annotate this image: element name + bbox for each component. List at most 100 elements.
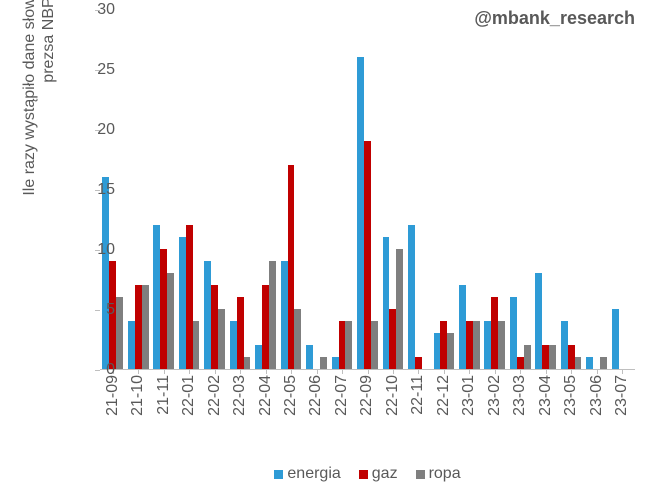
bar-gaz (160, 249, 167, 369)
x-tick-label: 23-03 (508, 375, 533, 455)
x-tick-mark (164, 369, 165, 374)
bar-gaz (491, 297, 498, 369)
x-tick-label: 23-04 (533, 375, 558, 455)
y-tick-label: 25 (75, 61, 115, 79)
plot-area (100, 10, 635, 370)
bar-ropa (142, 285, 149, 369)
bar-group (278, 10, 303, 369)
bar-group (457, 10, 482, 369)
bar-group (558, 10, 583, 369)
bar-gaz (389, 309, 396, 369)
x-tick-label: 21-10 (125, 375, 150, 455)
legend-item-gaz: gaz (359, 465, 398, 483)
bar-ropa (524, 345, 531, 369)
y-tick-label: 20 (75, 121, 115, 139)
bar-energia (510, 297, 517, 369)
x-tick-mark (393, 369, 394, 374)
x-tick-label: 22-01 (176, 375, 201, 455)
x-tick-mark (622, 369, 623, 374)
bar-group (482, 10, 507, 369)
bar-gaz (517, 357, 524, 369)
bar-gaz (186, 225, 193, 369)
bar-gaz (364, 141, 371, 369)
x-tick-label: 23-02 (482, 375, 507, 455)
chart-container: @mbank_research Ile razy wystąpiło dane … (0, 0, 655, 504)
bar-energia (128, 321, 135, 369)
bar-ropa (575, 357, 582, 369)
bar-group (355, 10, 380, 369)
x-tick-label: 22-04 (253, 375, 278, 455)
bar-energia (306, 345, 313, 369)
legend: energiagazropa (100, 465, 635, 483)
bar-group (176, 10, 201, 369)
bar-energia (332, 357, 339, 369)
x-tick-label: 22-07 (329, 375, 354, 455)
bar-energia (357, 57, 364, 369)
bar-group (380, 10, 405, 369)
bar-energia (484, 321, 491, 369)
bar-ropa (396, 249, 403, 369)
bar-group (125, 10, 150, 369)
bar-gaz (339, 321, 346, 369)
bar-gaz (568, 345, 575, 369)
bar-energia (612, 309, 619, 369)
bar-ropa (269, 261, 276, 369)
legend-swatch (416, 470, 425, 479)
x-tick-label: 22-05 (278, 375, 303, 455)
bar-energia (204, 261, 211, 369)
bars-row (100, 10, 635, 369)
bar-ropa (345, 321, 352, 369)
x-tick-label: 23-01 (457, 375, 482, 455)
x-tick-label: 23-06 (584, 375, 609, 455)
bar-group (253, 10, 278, 369)
x-tick-mark (546, 369, 547, 374)
bar-ropa (371, 321, 378, 369)
y-axis-title: Ile razy wystąpiło dane słowo na konfere… (20, 0, 58, 210)
bar-energia (408, 225, 415, 369)
bar-ropa (294, 309, 301, 369)
bar-ropa (116, 297, 123, 369)
x-tick-mark (291, 369, 292, 374)
x-tick-mark (342, 369, 343, 374)
bar-energia (383, 237, 390, 369)
bar-energia (281, 261, 288, 369)
bar-ropa (600, 357, 607, 369)
x-tick-label: 22-12 (431, 375, 456, 455)
bar-ropa (473, 321, 480, 369)
legend-label: gaz (372, 465, 398, 483)
x-tick-label: 22-09 (355, 375, 380, 455)
y-tick-label: 10 (75, 241, 115, 259)
x-tick-mark (215, 369, 216, 374)
bar-ropa (320, 357, 327, 369)
bar-gaz (135, 285, 142, 369)
x-tick-label: 22-03 (227, 375, 252, 455)
y-tick-label: 30 (75, 1, 115, 19)
x-tick-label: 22-10 (380, 375, 405, 455)
bar-group (329, 10, 354, 369)
bar-energia (434, 333, 441, 369)
bar-gaz (237, 297, 244, 369)
x-tick-mark (418, 369, 419, 374)
bar-ropa (167, 273, 174, 369)
x-tick-mark (240, 369, 241, 374)
x-tick-mark (317, 369, 318, 374)
bar-group (227, 10, 252, 369)
bar-gaz (288, 165, 295, 369)
x-tick-label: 22-02 (202, 375, 227, 455)
bar-group (304, 10, 329, 369)
bar-group (202, 10, 227, 369)
legend-item-energia: energia (274, 465, 340, 483)
bar-ropa (447, 333, 454, 369)
legend-swatch (359, 470, 368, 479)
x-tick-mark (520, 369, 521, 374)
bar-ropa (193, 321, 200, 369)
x-tick-mark (444, 369, 445, 374)
legend-label: energia (287, 465, 340, 483)
x-tick-mark (266, 369, 267, 374)
bar-energia (255, 345, 262, 369)
bar-energia (535, 273, 542, 369)
bar-energia (102, 177, 109, 369)
x-tick-mark (189, 369, 190, 374)
bar-gaz (440, 321, 447, 369)
x-tick-label: 23-07 (609, 375, 634, 455)
